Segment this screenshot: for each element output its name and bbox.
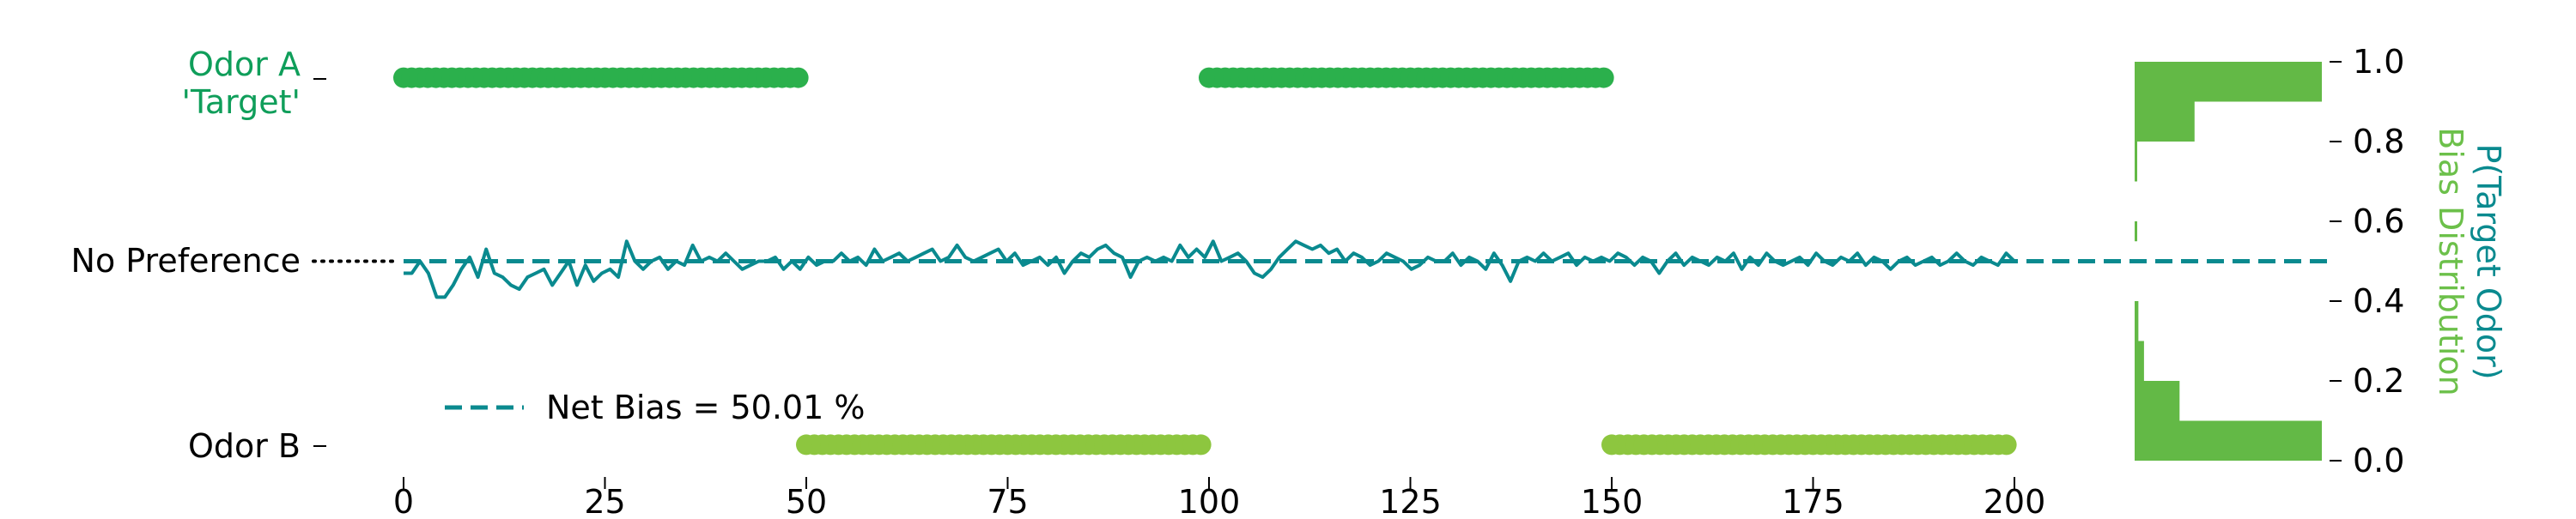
y-tick-label: 0.0 (2353, 442, 2404, 480)
odor-b-point (1190, 434, 1212, 456)
x-tick-label: 0 (393, 483, 414, 515)
x-tick-label: 200 (1984, 483, 2046, 515)
x-tick-label: 175 (1782, 483, 1844, 515)
odor-a-label: Odor A (188, 45, 301, 83)
p-target-odor-label: P(Target Odor) (2470, 143, 2507, 379)
legend-label: Net Bias = 50.01 % (546, 389, 865, 426)
x-tick-label: 25 (584, 483, 625, 515)
left-axis-labels: Odor A 'Target' No Preference Odor B (71, 45, 326, 465)
legend: Net Bias = 50.01 % (445, 389, 865, 426)
histogram-bar (2135, 62, 2322, 102)
histogram-bar (2135, 221, 2137, 242)
y-tick-label: 0.8 (2353, 123, 2404, 160)
no-preference-label: No Preference (71, 242, 301, 280)
histogram-bar (2135, 142, 2137, 182)
right-axis-title: P(Target Odor) Bias Distribution (2432, 127, 2507, 395)
x-tick-label: 75 (987, 483, 1028, 515)
x-tick-label: 50 (786, 483, 827, 515)
y-tick-label: 0.2 (2353, 362, 2404, 400)
y-tick-label: 0.4 (2353, 282, 2404, 320)
x-tick-label: 150 (1581, 483, 1643, 515)
preference-trace-line (404, 239, 2016, 299)
bias-distribution-label: Bias Distribution (2432, 127, 2470, 395)
target-label: 'Target' (182, 83, 301, 121)
histogram-bar (2135, 420, 2322, 461)
histogram-bar (2135, 381, 2180, 421)
x-axis: 0 25 50 75 100 125 150 175 200 (393, 477, 2046, 519)
histogram-bar (2135, 101, 2195, 142)
odor-a-point (787, 67, 809, 88)
x-tick-label: 125 (1379, 483, 1442, 515)
odor-b-label: Odor B (188, 427, 301, 465)
plot-area (312, 62, 2331, 461)
right-axis: 0.0 0.2 0.4 0.6 0.8 1.0 (2330, 43, 2404, 480)
odor-b-point (1996, 434, 2017, 456)
x-tick-label: 100 (1178, 483, 1241, 515)
histogram-bar (2135, 301, 2139, 341)
odor-a-point (1593, 67, 1614, 88)
y-tick-label: 1.0 (2353, 43, 2404, 81)
y-tick-label: 0.6 (2353, 202, 2404, 240)
histogram-bar (2135, 341, 2144, 381)
